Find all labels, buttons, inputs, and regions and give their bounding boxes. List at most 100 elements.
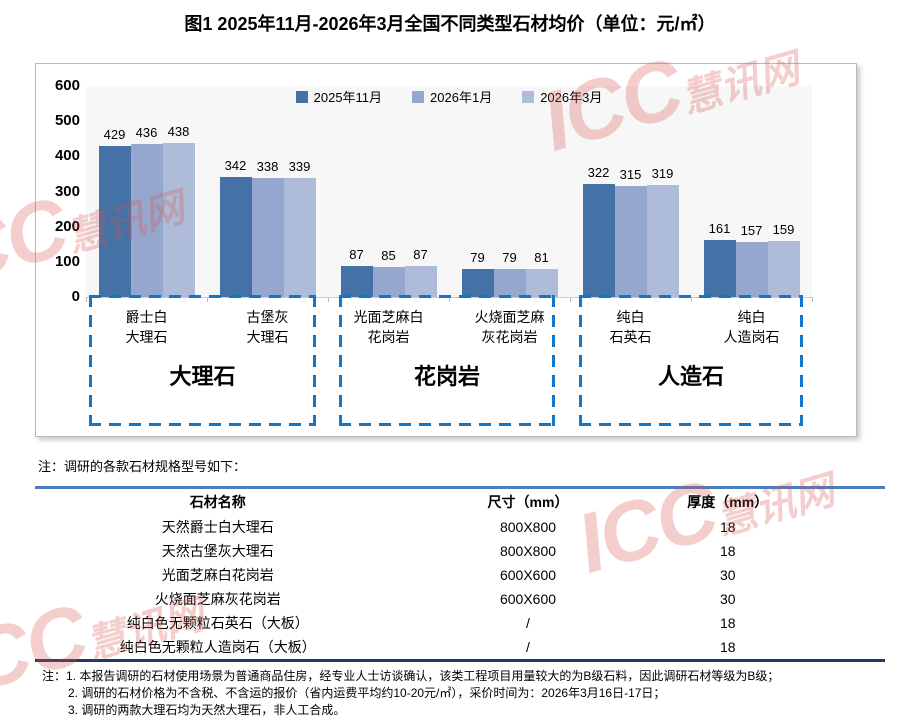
legend-item: 2025年11月: [295, 87, 383, 106]
group-box-dashed-border: [89, 423, 316, 426]
footer-note-2: 2. 调研的石材价格为不含税、不含运的报价（省内运费平均约10-20元/㎡），采…: [68, 686, 666, 700]
group-box-dashed-border: [339, 423, 555, 426]
cell-stone-name: 光面芝麻白花岗岩: [161, 567, 274, 583]
cell-thickness: 18: [719, 543, 736, 559]
bar: [98, 146, 131, 297]
y-axis-tick-label: 100: [54, 252, 80, 270]
bar: [735, 242, 768, 297]
cell-size: /: [526, 639, 530, 655]
y-axis-tick-label: 600: [54, 77, 80, 94]
table-row: 火烧面芝麻灰花岗岩 600X600 30: [35, 587, 885, 611]
bar: [130, 144, 163, 297]
bar-value-label: 342: [224, 158, 247, 173]
table-row: 纯白色无颗粒人造岗石（大板） / 18: [35, 635, 885, 659]
bar-value-label: 87: [349, 247, 364, 262]
bar-value-label: 338: [256, 159, 279, 174]
bar-value-label: 81: [534, 250, 549, 265]
footer-notes: 注：1. 本报告调研的石材使用场景为普通商品住房，经专业人士访谈确认，该类工程项…: [35, 659, 885, 719]
y-axis-tick-label: 400: [54, 147, 80, 165]
legend-swatch-icon: [522, 90, 535, 103]
bar-value-label: 85: [381, 248, 396, 263]
bar-value-label: 161: [708, 221, 731, 236]
group-label: 大理石: [169, 364, 236, 389]
spec-table-header-row: 石材名称 尺寸（mm） 厚度（mm）: [35, 489, 885, 515]
bar: [283, 178, 316, 297]
group-box-dashed-border: [579, 295, 582, 426]
legend-label: 2026年1月: [430, 90, 493, 105]
bar-value-label: 157: [740, 223, 763, 238]
cell-stone-name: 纯白色无颗粒人造岗石（大板）: [119, 639, 316, 655]
bar-value-label: 319: [651, 166, 674, 181]
x-axis-tick: [207, 297, 208, 302]
group-label: 花岗岩: [413, 364, 480, 389]
bar: [493, 269, 526, 297]
group-box: 大理石: [89, 295, 316, 426]
cell-size: 600X600: [499, 591, 557, 607]
bar: [525, 269, 558, 297]
chart-legend: 2025年11月 2026年1月 2026年3月: [86, 87, 812, 106]
x-axis-tick: [691, 297, 692, 302]
table-row: 天然古堡灰大理石 800X800 18: [35, 539, 885, 563]
bar: [614, 186, 647, 297]
cell-size: 800X800: [499, 519, 557, 535]
col-header-stone-name: 石材名称: [189, 494, 246, 510]
cell-size: /: [526, 615, 530, 631]
bar-value-label: 79: [470, 250, 485, 265]
bar: [582, 184, 615, 297]
category-label: 纯白 石英石: [609, 309, 652, 345]
col-header-thickness: 厚度（mm）: [687, 494, 769, 510]
cell-thickness: 30: [719, 567, 736, 583]
y-axis-tick-label: 0: [71, 288, 80, 305]
bar-value-label: 87: [413, 247, 428, 262]
table-row: 天然爵士白大理石 800X800 18: [35, 515, 885, 539]
x-axis-tick: [328, 297, 329, 302]
category-label: 火烧面芝麻 灰花岗岩: [474, 309, 545, 345]
group-box-dashed-border: [89, 295, 316, 298]
cell-stone-name: 纯白色无颗粒石英石（大板）: [126, 615, 309, 631]
bar: [646, 185, 679, 297]
y-axis-tick-label: 300: [54, 182, 80, 200]
footer-note-3: 3. 调研的两款大理石均为天然大理石，非人工合成。: [68, 703, 346, 717]
category-label: 古堡灰 大理石: [246, 309, 289, 345]
cell-thickness: 18: [719, 615, 736, 631]
bar-value-label: 315: [619, 167, 642, 182]
bar-chart: 600 500 400 300 200 100 0 2025年11月 2026年1月 2026年3…: [35, 63, 857, 437]
bar: [340, 266, 373, 297]
category-label: 爵士白 大理石: [125, 309, 168, 345]
cell-size: 600X600: [499, 567, 557, 583]
bar-value-label: 429: [103, 127, 126, 142]
legend-swatch-icon: [295, 90, 308, 103]
category-label: 光面芝麻白 花岗岩: [353, 309, 424, 345]
cell-stone-name: 天然爵士白大理石: [161, 519, 274, 535]
bar: [461, 269, 494, 297]
y-axis-tick-label: 200: [54, 217, 80, 235]
cell-thickness: 18: [719, 519, 736, 535]
x-axis-tick: [812, 297, 813, 302]
x-axis-tick: [449, 297, 450, 302]
bar: [251, 178, 284, 297]
group-box-dashed-border: [800, 295, 803, 426]
group-box-dashed-border: [313, 295, 316, 426]
col-header-size: 尺寸（mm）: [487, 494, 569, 510]
legend-item: 2026年1月: [412, 87, 492, 106]
cell-stone-name: 天然古堡灰大理石: [161, 543, 274, 559]
legend-swatch-icon: [412, 90, 425, 103]
bar-value-label: 322: [587, 165, 610, 180]
footer-note-1: 注：1. 本报告调研的石材使用场景为普通商品住房，经专业人士访谈确认，该类工程项…: [42, 669, 780, 683]
group-box-dashed-border: [552, 295, 555, 426]
category-label: 纯白 人造岗石: [723, 309, 780, 345]
spec-table-body: 天然爵士白大理石 800X800 18 天然古堡灰大理石 800X800 18 光面芝麻白花…: [35, 515, 885, 659]
cell-size: 800X800: [499, 543, 557, 559]
bar: [162, 143, 195, 297]
figure-title: 图1 2025年11月-2026年3月全国不同类型石材均价（单位：元/㎡）: [184, 14, 716, 34]
group-box-dashed-border: [339, 295, 342, 426]
group-box: 人造石: [579, 295, 803, 426]
group-box: 花岗岩: [339, 295, 555, 426]
bar-value-label: 159: [772, 222, 795, 237]
group-box-dashed-border: [339, 295, 555, 298]
legend-item: 2026年3月: [522, 87, 602, 106]
group-box-dashed-border: [579, 295, 803, 298]
legend-label: 2025年11月: [313, 90, 383, 105]
x-axis-tick: [570, 297, 571, 302]
